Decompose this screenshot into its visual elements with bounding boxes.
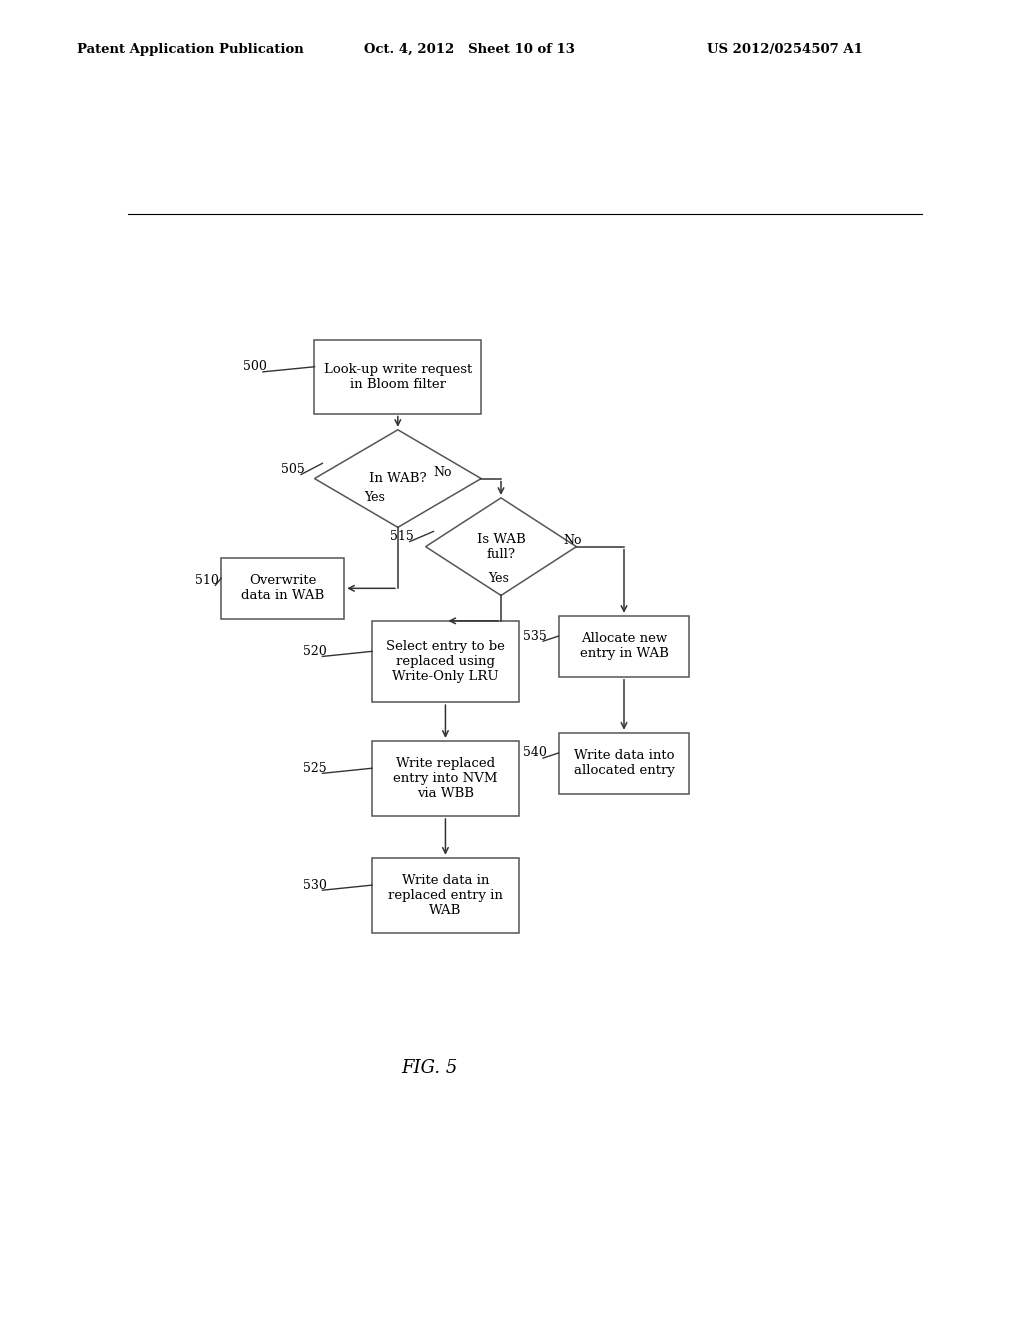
Text: 535: 535 <box>523 630 547 643</box>
Text: Write replaced
entry into NVM
via WBB: Write replaced entry into NVM via WBB <box>393 756 498 800</box>
Text: 530: 530 <box>303 879 327 891</box>
Text: 500: 500 <box>243 360 267 374</box>
Text: 515: 515 <box>390 531 414 543</box>
Polygon shape <box>426 498 577 595</box>
Text: No: No <box>563 535 582 546</box>
Text: Yes: Yes <box>365 491 385 504</box>
FancyBboxPatch shape <box>221 558 344 619</box>
Polygon shape <box>314 430 481 528</box>
FancyBboxPatch shape <box>314 341 481 413</box>
Text: Write data into
allocated entry: Write data into allocated entry <box>573 750 675 777</box>
FancyBboxPatch shape <box>372 620 519 702</box>
Text: Patent Application Publication: Patent Application Publication <box>77 42 303 55</box>
FancyBboxPatch shape <box>372 741 519 816</box>
Text: Is WAB
full?: Is WAB full? <box>476 533 525 561</box>
Text: No: No <box>433 466 452 479</box>
FancyBboxPatch shape <box>558 733 689 793</box>
Text: 520: 520 <box>303 645 327 657</box>
Text: Allocate new
entry in WAB: Allocate new entry in WAB <box>580 632 669 660</box>
Text: FIG. 5: FIG. 5 <box>401 1059 458 1077</box>
Text: Yes: Yes <box>488 572 509 585</box>
Text: 510: 510 <box>196 574 219 586</box>
Text: US 2012/0254507 A1: US 2012/0254507 A1 <box>707 42 862 55</box>
Text: Oct. 4, 2012   Sheet 10 of 13: Oct. 4, 2012 Sheet 10 of 13 <box>364 42 574 55</box>
FancyBboxPatch shape <box>372 858 519 933</box>
Text: 505: 505 <box>282 463 305 477</box>
Text: In WAB?: In WAB? <box>369 473 427 484</box>
Text: Look-up write request
in Bloom filter: Look-up write request in Bloom filter <box>324 363 472 391</box>
Text: Select entry to be
replaced using
Write-Only LRU: Select entry to be replaced using Write-… <box>386 640 505 682</box>
Text: Write data in
replaced entry in
WAB: Write data in replaced entry in WAB <box>388 874 503 917</box>
FancyBboxPatch shape <box>558 615 689 677</box>
Text: 540: 540 <box>523 747 547 759</box>
Text: Overwrite
data in WAB: Overwrite data in WAB <box>241 574 325 602</box>
Text: 525: 525 <box>303 762 327 775</box>
